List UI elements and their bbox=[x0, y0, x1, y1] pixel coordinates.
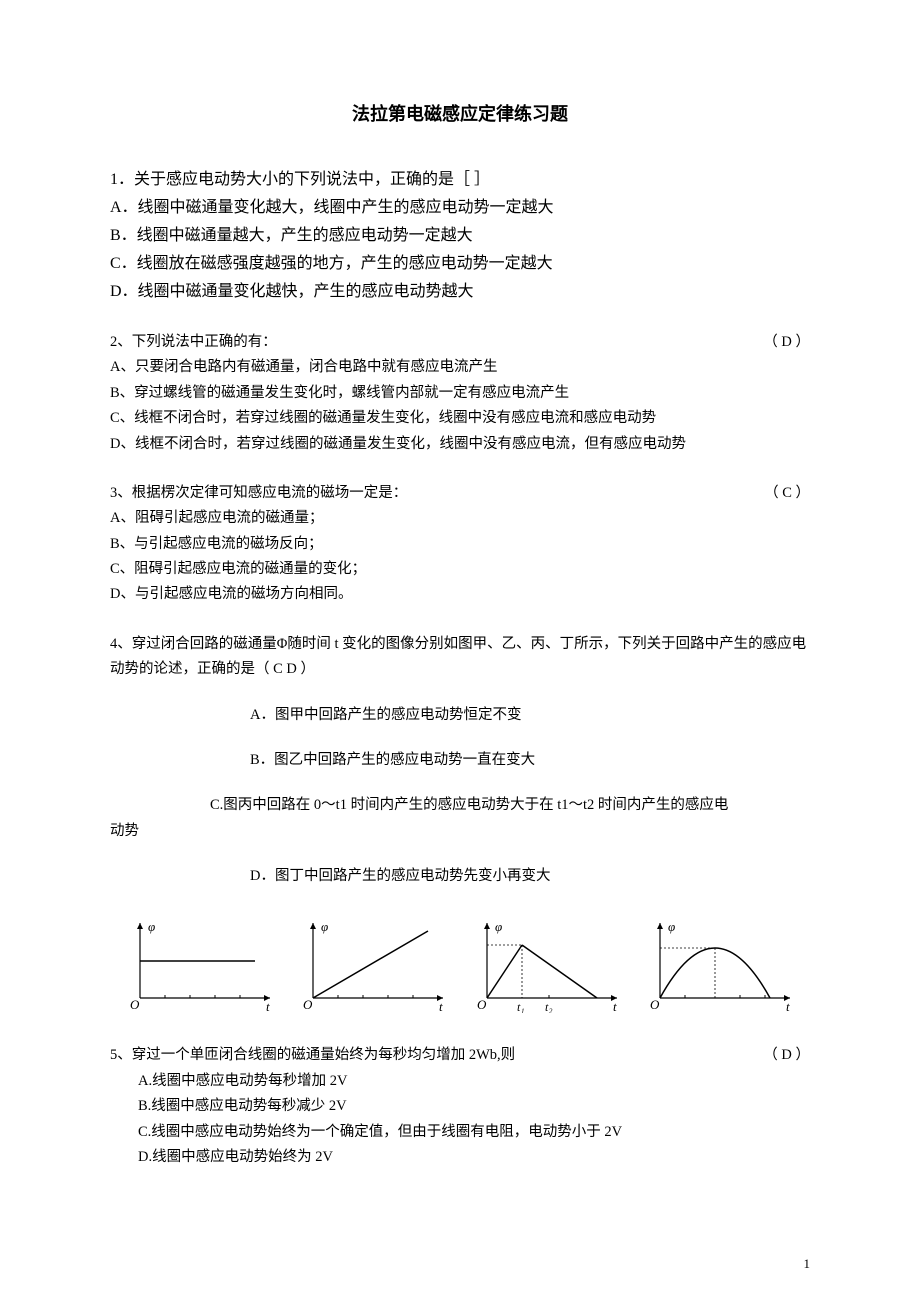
origin-label: O bbox=[130, 997, 140, 1012]
q4-option-c-line1: C.图丙中回路在 0～t1 时间内产生的感应电动势大于在 t1～t2 时间内产生… bbox=[110, 793, 810, 818]
origin-label: O bbox=[650, 997, 660, 1012]
q4-option-a: A．图甲中回路产生的感应电动势恒定不变 bbox=[110, 703, 810, 728]
tick-t1: t₁ bbox=[517, 1000, 525, 1013]
q5-answer: （ D ） bbox=[763, 1043, 810, 1068]
y-axis-label: φ bbox=[668, 919, 675, 934]
question-4: 4、穿过闭合回路的磁通量Φ随时间 t 变化的图像分别如图甲、乙、丙、丁所示，下列… bbox=[110, 632, 810, 890]
q1-option-a: A．线圈中磁通量变化越大，线圈中产生的感应电动势一定越大 bbox=[110, 194, 810, 222]
q5-option-a: A.线圈中感应电动势每秒增加 2V bbox=[138, 1069, 810, 1094]
charts-row: φ t O φ t O bbox=[110, 913, 810, 1013]
question-3: 3、根据楞次定律可知感应电流的磁场一定是： （ C ） A、阻碍引起感应电流的磁… bbox=[110, 481, 810, 608]
chart-jia: φ t O bbox=[120, 913, 280, 1013]
q2-answer: （ D ） bbox=[763, 330, 810, 355]
y-axis-label: φ bbox=[321, 919, 328, 934]
q2-option-d: D、线框不闭合时，若穿过线圈的磁通量发生变化，线圈中没有感应电流，但有感应电动势 bbox=[110, 432, 810, 457]
q2-option-b: B、穿过螺线管的磁通量发生变化时，螺线管内部就一定有感应电流产生 bbox=[110, 381, 810, 406]
origin-label: O bbox=[303, 997, 313, 1012]
page-number: 1 bbox=[804, 1256, 811, 1272]
q4-stem: 4、穿过闭合回路的磁通量Φ随时间 t 变化的图像分别如图甲、乙、丙、丁所示，下列… bbox=[110, 632, 810, 683]
x-axis-label: t bbox=[786, 999, 790, 1013]
q2-option-c: C、线框不闭合时，若穿过线圈的磁通量发生变化，线圈中没有感应电流和感应电动势 bbox=[110, 406, 810, 431]
q2-stem: 2、下列说法中正确的有： （ D ） bbox=[110, 330, 810, 355]
q3-stem: 3、根据楞次定律可知感应电流的磁场一定是： （ C ） bbox=[110, 481, 810, 506]
q5-stem-text: 5、穿过一个单匝闭合线圈的磁通量始终为每秒均匀增加 2Wb,则 bbox=[110, 1047, 515, 1063]
page-title: 法拉第电磁感应定律练习题 bbox=[110, 100, 810, 126]
chart-bing: φ t O t₁ t₂ bbox=[467, 913, 627, 1013]
tick-t2: t₂ bbox=[545, 1000, 553, 1013]
chart-yi: φ t O bbox=[293, 913, 453, 1013]
y-axis-label: φ bbox=[148, 919, 155, 934]
q1-option-c: C．线圈放在磁感强度越强的地方，产生的感应电动势一定越大 bbox=[110, 250, 810, 278]
q3-option-c: C、阻碍引起感应电流的磁通量的变化； bbox=[110, 557, 810, 582]
q2-option-a: A、只要闭合电路内有磁通量，闭合电路中就有感应电流产生 bbox=[110, 355, 810, 380]
q5-option-b: B.线圈中感应电动势每秒减少 2V bbox=[138, 1094, 810, 1119]
question-2: 2、下列说法中正确的有： （ D ） A、只要闭合电路内有磁通量，闭合电路中就有… bbox=[110, 330, 810, 457]
q1-option-d: D．线圈中磁通量变化越快，产生的感应电动势越大 bbox=[110, 278, 810, 306]
q4-option-c-line2: 动势 bbox=[110, 819, 810, 844]
q1-stem: 1．关于感应电动势大小的下列说法中，正确的是［ ］ bbox=[110, 166, 810, 194]
x-axis-label: t bbox=[439, 999, 443, 1013]
q3-option-d: D、与引起感应电流的磁场方向相同。 bbox=[110, 582, 810, 607]
q4-option-b: B．图乙中回路产生的感应电动势一直在变大 bbox=[110, 748, 810, 773]
q5-stem: 5、穿过一个单匝闭合线圈的磁通量始终为每秒均匀增加 2Wb,则 （ D ） bbox=[110, 1043, 810, 1068]
q3-stem-text: 3、根据楞次定律可知感应电流的磁场一定是： bbox=[110, 485, 407, 501]
origin-label: O bbox=[477, 997, 487, 1012]
q3-option-a: A、阻碍引起感应电流的磁通量； bbox=[110, 506, 810, 531]
q2-stem-text: 2、下列说法中正确的有： bbox=[110, 334, 277, 350]
x-axis-label: t bbox=[266, 999, 270, 1013]
chart-ding: φ t O bbox=[640, 913, 800, 1013]
q5-option-d: D.线圈中感应电动势始终为 2V bbox=[138, 1145, 810, 1170]
q4-option-d: D．图丁中回路产生的感应电动势先变小再变大 bbox=[110, 864, 810, 889]
x-axis-label: t bbox=[613, 999, 617, 1013]
question-1: 1．关于感应电动势大小的下列说法中，正确的是［ ］ A．线圈中磁通量变化越大，线… bbox=[110, 166, 810, 306]
q5-option-c: C.线圈中感应电动势始终为一个确定值，但由于线圈有电阻，电动势小于 2V bbox=[138, 1120, 810, 1145]
q1-option-b: B．线圈中磁通量越大，产生的感应电动势一定越大 bbox=[110, 222, 810, 250]
question-5: 5、穿过一个单匝闭合线圈的磁通量始终为每秒均匀增加 2Wb,则 （ D ） A.… bbox=[110, 1043, 810, 1170]
y-axis-label: φ bbox=[495, 919, 502, 934]
q3-answer: （ C ） bbox=[764, 481, 810, 506]
q3-option-b: B、与引起感应电流的磁场反向； bbox=[110, 532, 810, 557]
